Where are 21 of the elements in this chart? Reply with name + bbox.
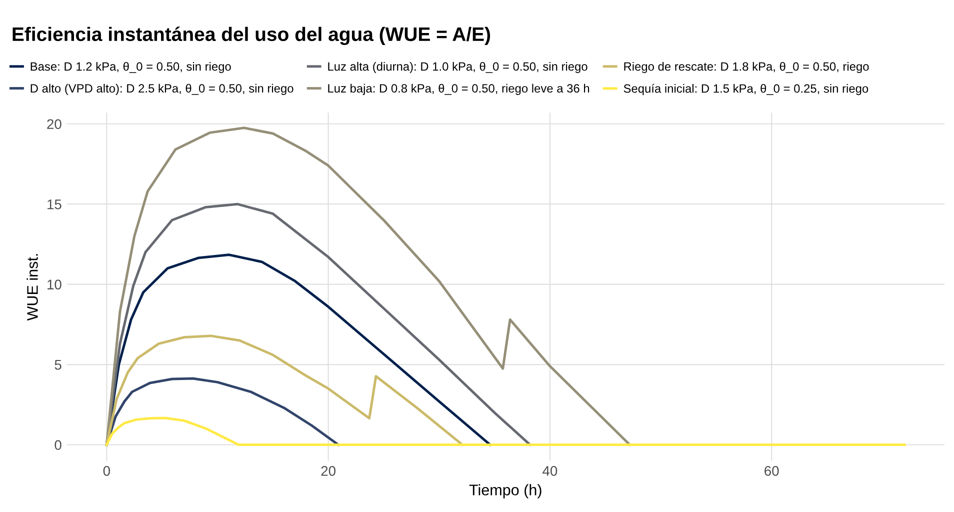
- x-axis-title: Tiempo (h): [469, 484, 542, 498]
- legend-label: D alto (VPD alto): D 2.5 kPa, θ_0 = 0.50, sin riego: [30, 84, 294, 95]
- line-series: [105, 416, 906, 446]
- y-tick-label: 5: [54, 360, 62, 370]
- x-tick-label: 20: [321, 466, 336, 476]
- legend-label: Riego de rescate: D 1.8 kPa, θ_0 = 0.50, riego: [624, 62, 869, 74]
- x-tick-label: 60: [764, 466, 779, 476]
- legend-label: Base: D 1.2 kPa, θ_0 = 0.50, sin riego: [30, 62, 231, 74]
- y-tick-label: 20: [47, 119, 62, 130]
- legend-label: Luz baja: D 0.8 kPa, θ_0 = 0.50, riego leve a 36 h: [328, 84, 590, 95]
- line-series: [105, 334, 464, 446]
- y-tick-label: 10: [48, 280, 62, 290]
- y-tick-label: 15: [48, 200, 62, 210]
- y-tick-label: 0: [54, 440, 62, 450]
- x-tick-label: 0: [103, 466, 110, 476]
- chart-title: Eficiencia instantánea del uso del agua (WUE = A/E): [12, 26, 490, 46]
- legend-label: Sequía inicial: D 1.5 kPa, θ_0 = 0.25, sin riego: [624, 84, 868, 96]
- line-series: [105, 126, 631, 446]
- legend-label: Luz alta (diurna): D 1.0 kPa, θ_0 = 0.50, sin riego: [328, 62, 588, 74]
- y-axis-title: WUE inst.: [26, 254, 38, 321]
- x-tick-label: 40: [542, 466, 558, 476]
